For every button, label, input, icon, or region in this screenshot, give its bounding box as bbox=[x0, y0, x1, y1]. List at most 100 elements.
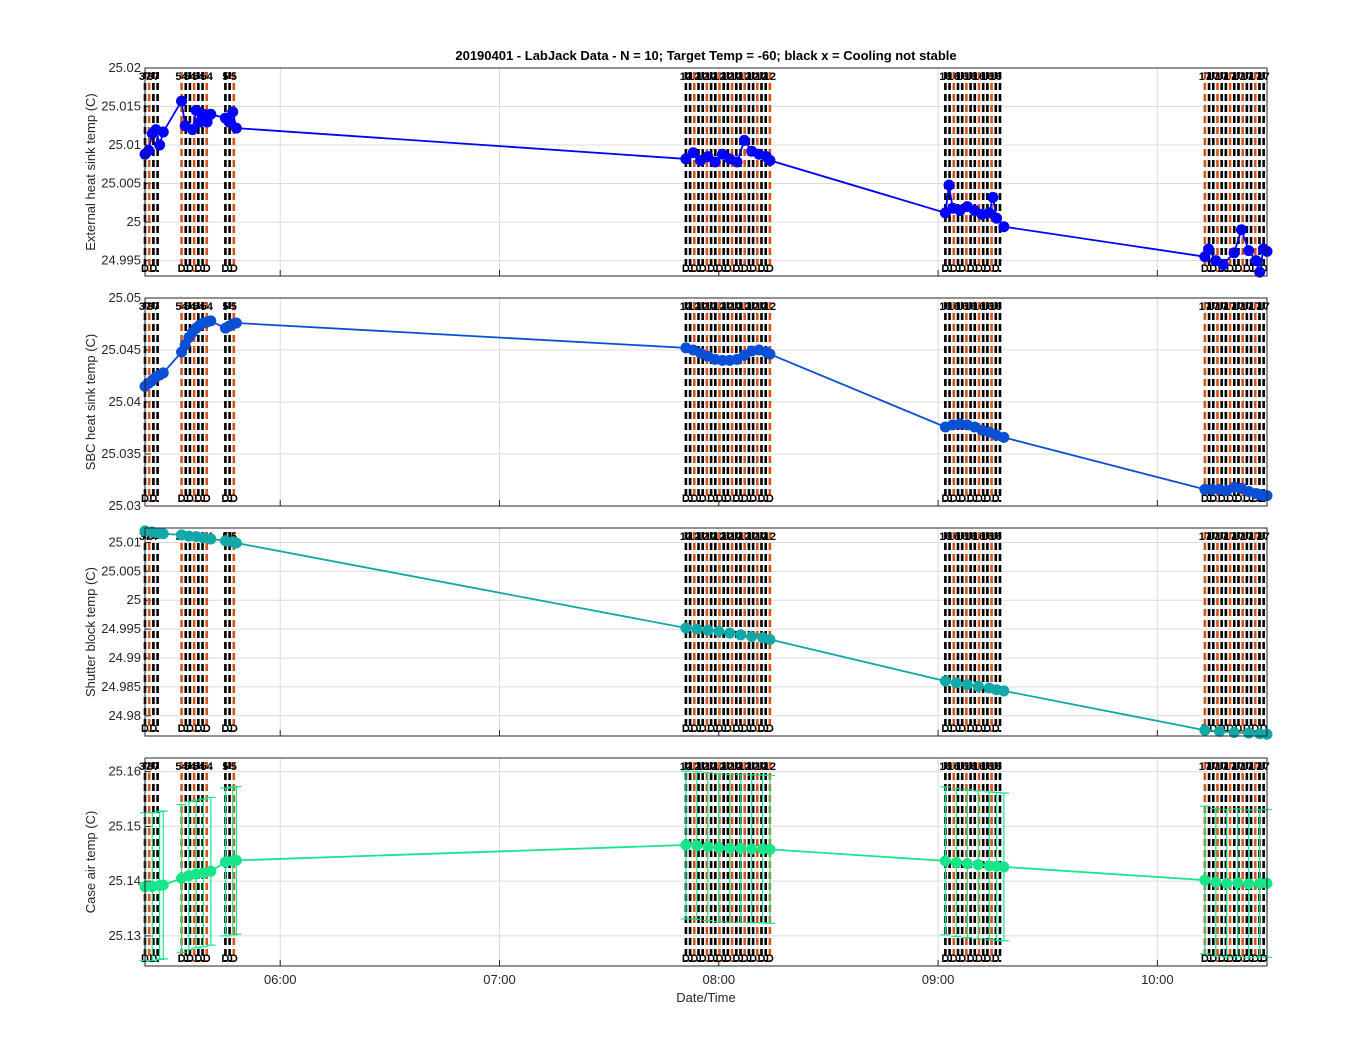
y-tick-label: 25.005 bbox=[101, 563, 141, 578]
event-marker-label: 17 bbox=[1241, 531, 1253, 543]
data-point bbox=[998, 431, 1010, 443]
data-point bbox=[1221, 877, 1233, 889]
event-marker-label: 12 bbox=[722, 301, 734, 313]
data-point bbox=[991, 212, 1003, 224]
data-point bbox=[735, 629, 747, 641]
y-tick-label: 25.02 bbox=[108, 60, 141, 75]
event-marker-label: 12 bbox=[747, 301, 759, 313]
event-marker-flag: D bbox=[958, 723, 966, 735]
event-marker-label: 37 bbox=[147, 761, 159, 773]
event-marker-flag: D bbox=[992, 493, 1000, 505]
event-marker-label: 17 bbox=[1258, 301, 1270, 313]
event-marker-flag: D bbox=[950, 953, 958, 965]
event-marker-flag: D bbox=[194, 953, 202, 965]
x-tick-label: 06:00 bbox=[264, 972, 297, 987]
event-marker-flag: D bbox=[230, 723, 238, 735]
data-point bbox=[154, 139, 166, 151]
y-tick-label: 25.16 bbox=[108, 764, 141, 779]
event-marker-label: 12 bbox=[688, 761, 700, 773]
data-point bbox=[950, 857, 962, 869]
event-marker-flag: D bbox=[941, 953, 949, 965]
event-marker-label: 12 bbox=[739, 301, 751, 313]
panel-1: 24.9952525.00525.0125.01525.0237D37D54D5… bbox=[83, 60, 1273, 278]
event-marker-label: 17 bbox=[1258, 531, 1270, 543]
event-marker-flag: D bbox=[975, 723, 983, 735]
event-marker-flag: D bbox=[732, 263, 740, 275]
event-marker-label: 12 bbox=[688, 71, 700, 83]
event-marker-label: 12 bbox=[722, 531, 734, 543]
data-point bbox=[1250, 255, 1262, 267]
y-tick-label: 25.14 bbox=[108, 873, 141, 888]
event-marker-flag: D bbox=[724, 493, 732, 505]
data-point bbox=[1199, 724, 1211, 736]
event-marker-label: 12 bbox=[764, 531, 776, 543]
event-marker-label: 12 bbox=[705, 71, 717, 83]
y-tick-label: 25.15 bbox=[108, 818, 141, 833]
event-marker-label: 12 bbox=[764, 301, 776, 313]
y-axis-label: SBC heat sink temp (C) bbox=[83, 334, 98, 471]
event-marker-flag: D bbox=[983, 723, 991, 735]
data-point bbox=[702, 624, 714, 636]
event-marker-flag: D bbox=[732, 953, 740, 965]
event-marker-label: 12 bbox=[730, 761, 742, 773]
event-marker-flag: D bbox=[230, 263, 238, 275]
event-marker-label: 54 bbox=[192, 301, 205, 313]
y-tick-label: 25.05 bbox=[108, 290, 141, 305]
event-marker-label: 12 bbox=[680, 761, 692, 773]
event-marker-flag: D bbox=[1226, 953, 1234, 965]
event-marker-label: 12 bbox=[688, 531, 700, 543]
event-marker-flag: D bbox=[724, 723, 732, 735]
event-marker-flag: D bbox=[716, 263, 724, 275]
event-marker-label: 54 bbox=[175, 71, 188, 83]
data-point bbox=[187, 124, 199, 136]
event-marker-flag: D bbox=[983, 493, 991, 505]
event-marker-label: 54 bbox=[184, 761, 197, 773]
data-point bbox=[157, 528, 169, 540]
data-point bbox=[943, 179, 955, 191]
event-marker-label: 16 bbox=[948, 531, 960, 543]
event-marker-label: 17 bbox=[1232, 761, 1244, 773]
data-point bbox=[709, 156, 721, 168]
event-marker-label: 12 bbox=[755, 71, 767, 83]
event-marker-label: 17 bbox=[1216, 761, 1228, 773]
data-point bbox=[157, 879, 169, 891]
x-tick-label: 08:00 bbox=[703, 972, 736, 987]
event-marker-label: 54 bbox=[201, 761, 214, 773]
event-marker-flag: D bbox=[699, 953, 707, 965]
event-marker-flag: D bbox=[203, 953, 211, 965]
event-marker-flag: D bbox=[221, 493, 229, 505]
event-marker-flag: D bbox=[758, 723, 766, 735]
event-marker-flag: D bbox=[1226, 263, 1234, 275]
event-marker-label: 12 bbox=[730, 531, 742, 543]
event-marker-flag: D bbox=[707, 723, 715, 735]
event-marker-flag: D bbox=[699, 493, 707, 505]
event-marker-flag: D bbox=[203, 493, 211, 505]
data-point bbox=[230, 122, 242, 134]
data-point bbox=[230, 854, 242, 866]
event-marker-flag: D bbox=[749, 493, 757, 505]
event-marker-flag: D bbox=[178, 263, 186, 275]
event-marker-flag: D bbox=[707, 493, 715, 505]
data-point bbox=[1232, 877, 1244, 889]
event-marker-label: 12 bbox=[764, 71, 776, 83]
event-marker-flag: D bbox=[186, 263, 194, 275]
event-marker-label: 16 bbox=[939, 531, 951, 543]
data-point bbox=[764, 843, 776, 855]
event-marker-flag: D bbox=[992, 953, 1000, 965]
event-marker-flag: D bbox=[149, 263, 157, 275]
event-marker-flag: D bbox=[749, 263, 757, 275]
event-marker-label: 16 bbox=[990, 531, 1002, 543]
event-marker-flag: D bbox=[967, 263, 975, 275]
event-marker-flag: D bbox=[758, 493, 766, 505]
event-marker-flag: D bbox=[1251, 953, 1259, 965]
event-marker-flag: D bbox=[766, 493, 774, 505]
event-marker-label: 12 bbox=[697, 301, 709, 313]
data-point bbox=[691, 623, 703, 635]
event-marker-label: 54 bbox=[192, 71, 205, 83]
event-marker-label: 12 bbox=[713, 531, 725, 543]
event-marker-flag: D bbox=[941, 723, 949, 735]
event-marker-label: 37 bbox=[147, 71, 159, 83]
data-point bbox=[731, 156, 743, 168]
event-marker-flag: D bbox=[1234, 263, 1242, 275]
event-marker-flag: D bbox=[1209, 493, 1217, 505]
